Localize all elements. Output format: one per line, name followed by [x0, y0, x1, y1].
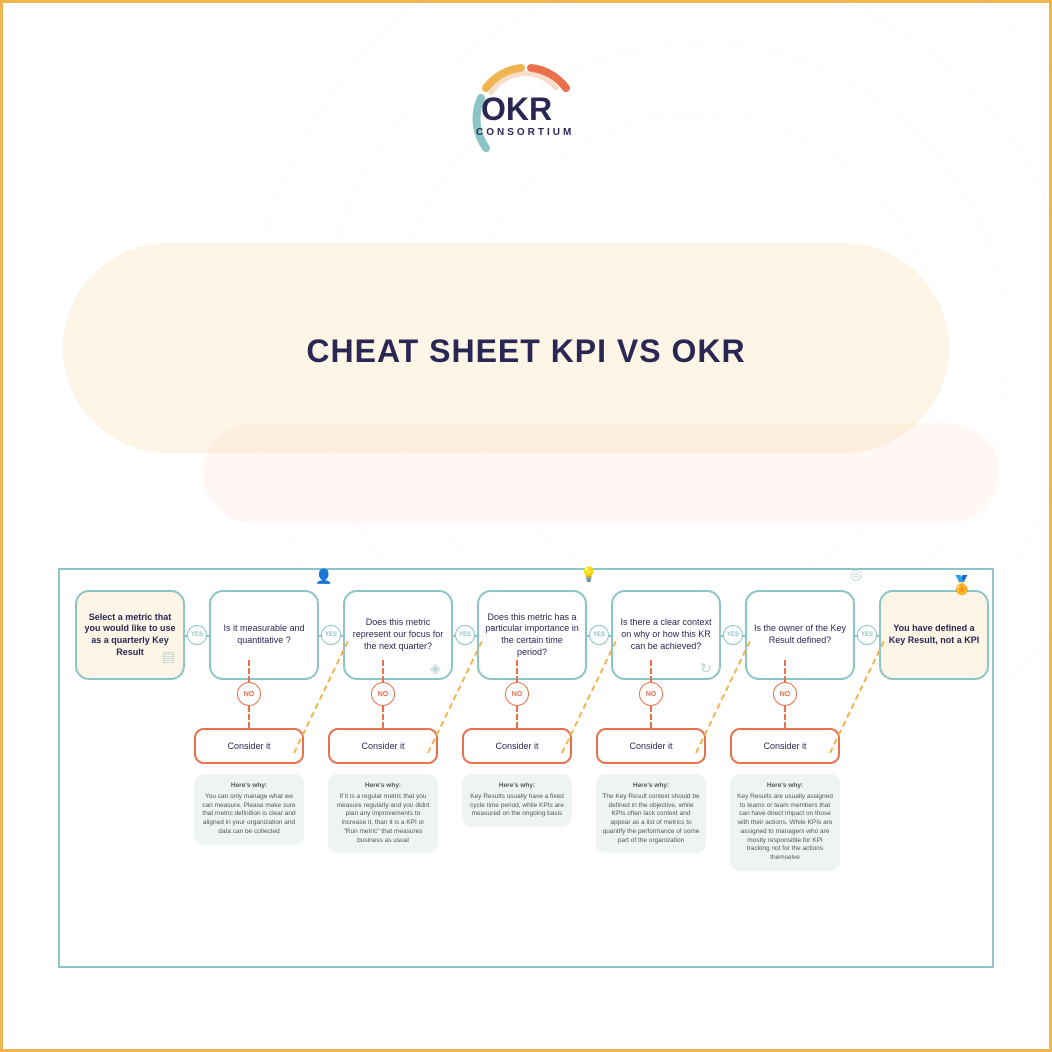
- no-badge: NO: [773, 682, 797, 706]
- clipboard-icon: ▤: [162, 648, 175, 665]
- yes-badge: YES: [321, 625, 341, 645]
- yes-badge: YES: [857, 625, 877, 645]
- question-text: Does this metric has a particular import…: [485, 612, 579, 659]
- consider-box: Consider it: [730, 728, 840, 764]
- bulb-icon: 💡: [580, 566, 597, 583]
- no-branch: NO Consider it Here's why: Key Results usua…: [462, 660, 572, 827]
- question-text: Is there a clear context on why or how t…: [619, 617, 713, 652]
- flowchart: Select a metric that you would like to u…: [58, 568, 994, 968]
- award-icon: 🏅: [951, 574, 973, 597]
- yes-badge: YES: [455, 625, 475, 645]
- no-branch: NO Consider it Here's why: The Key Result c…: [596, 660, 706, 853]
- why-box: Here's why: Key Results usually have a fi…: [462, 774, 572, 827]
- background-accent-pill: [203, 423, 999, 523]
- why-text: Key Results usually have a fixed cycle t…: [470, 793, 564, 818]
- diamond-icon: ◈: [430, 660, 441, 677]
- why-box: Here's why: The Key Result context should…: [596, 774, 706, 853]
- target-icon: ◎: [850, 566, 862, 583]
- question-text: Is it measurable and quantitative ?: [217, 623, 311, 646]
- why-box: Here's why: You can only manage what we c…: [194, 774, 304, 845]
- why-title: Here's why:: [602, 782, 700, 791]
- question-text: Does this metric represent our focus for…: [351, 617, 445, 652]
- no-badge: NO: [237, 682, 261, 706]
- why-title: Here's why:: [468, 782, 566, 791]
- yes-badge: YES: [187, 625, 207, 645]
- no-branch: NO Consider it Here's why: If it is a regul…: [328, 660, 438, 853]
- yes-badge: YES: [723, 625, 743, 645]
- consider-box: Consider it: [194, 728, 304, 764]
- yes-badge: YES: [589, 625, 609, 645]
- start-node: Select a metric that you would like to u…: [75, 590, 185, 680]
- no-badge: NO: [639, 682, 663, 706]
- yes-connector: YES: [855, 590, 879, 680]
- person-icon: 👤: [315, 568, 332, 585]
- end-node: You have defined a Key Result, not a KPI…: [879, 590, 989, 680]
- why-text: Key Results are usually assigned to team…: [737, 793, 833, 861]
- consider-box: Consider it: [328, 728, 438, 764]
- logo-sub-text: CONSORTIUM: [476, 127, 574, 138]
- why-title: Here's why:: [334, 782, 432, 791]
- consider-box: Consider it: [596, 728, 706, 764]
- cycle-icon: ↻: [700, 660, 712, 677]
- no-badge: NO: [505, 682, 529, 706]
- why-text: The Key Result context should be defined…: [602, 793, 699, 844]
- logo-main-text: OKR: [481, 91, 552, 128]
- no-badge: NO: [371, 682, 395, 706]
- why-text: You can only manage what we can measure.…: [202, 793, 295, 835]
- why-title: Here's why:: [200, 782, 298, 791]
- end-node-text: You have defined a Key Result, not a KPI: [887, 623, 981, 646]
- logo: OKR CONSORTIUM: [461, 53, 591, 183]
- page-title: CHEAT SHEET KPI VS OKR: [3, 333, 1049, 370]
- why-text: If it is a regular metric that you measu…: [337, 793, 430, 844]
- no-branch: NO Consider it Here's why: Key Results are …: [730, 660, 840, 871]
- no-branch: NO Consider it Here's why: You can only man…: [194, 660, 304, 845]
- why-box: Here's why: Key Results are usually assig…: [730, 774, 840, 871]
- question-text: Is the owner of the Key Result defined?: [753, 623, 847, 646]
- why-box: Here's why: If it is a regular metric tha…: [328, 774, 438, 853]
- consider-box: Consider it: [462, 728, 572, 764]
- why-title: Here's why:: [736, 782, 834, 791]
